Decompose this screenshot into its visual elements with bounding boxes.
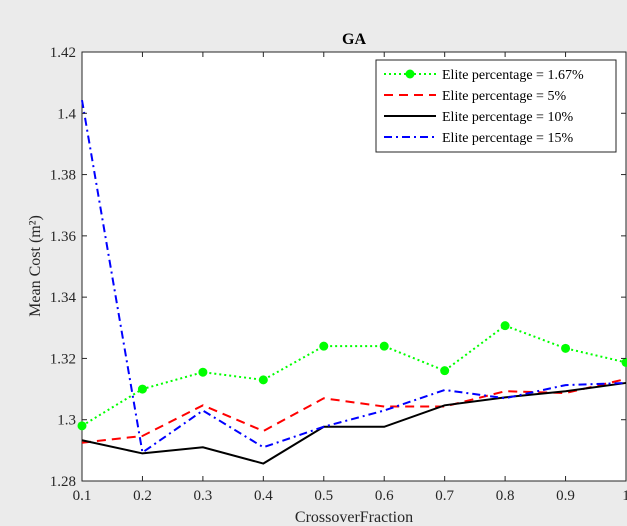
legend-label: Elite percentage = 1.67% (442, 68, 584, 83)
series-line-4 (81, 99, 627, 455)
x-tick-label: 0.7 (435, 488, 454, 504)
series-line-2 (81, 377, 627, 444)
series-point (137, 384, 147, 394)
y-tick-label: 1.32 (50, 351, 76, 367)
series-point (258, 375, 268, 385)
x-tick-label: 0.4 (254, 488, 273, 504)
y-axis-title: Mean Cost (m²) (27, 215, 44, 317)
x-tick-label: 0.2 (133, 488, 152, 504)
series-point (379, 341, 389, 351)
series-line-3 (81, 381, 627, 465)
y-tick-label: 1.36 (50, 229, 77, 245)
series-point (440, 366, 450, 376)
x-axis-title: CrossoverFraction (295, 509, 413, 526)
series-point (561, 343, 571, 353)
y-tick-label: 1.34 (50, 290, 77, 306)
x-tick-label: 0.6 (375, 488, 394, 504)
x-tick-label: 0.1 (73, 488, 92, 504)
x-tick-label: 0.3 (194, 488, 213, 504)
series-point (500, 321, 510, 331)
legend-label: Elite percentage = 5% (442, 89, 566, 104)
series-point (77, 421, 87, 431)
series-point (621, 357, 627, 367)
legend-label: Elite percentage = 15% (442, 131, 573, 146)
y-tick-label: 1.3 (57, 413, 76, 429)
y-tick-label: 1.28 (50, 474, 76, 490)
legend-marker (405, 69, 415, 79)
series-point (198, 367, 208, 377)
series-line-1 (81, 324, 627, 427)
series-point (319, 341, 329, 351)
x-tick-label: 1 (622, 488, 627, 504)
x-tick-label: 0.8 (496, 488, 515, 504)
chart-title: GA (342, 31, 366, 48)
y-tick-label: 1.38 (50, 168, 76, 184)
legend-label: Elite percentage = 10% (442, 110, 573, 125)
y-tick-label: 1.42 (50, 45, 76, 61)
y-tick-label: 1.4 (57, 106, 76, 122)
x-tick-label: 0.5 (314, 488, 333, 504)
x-tick-label: 0.9 (556, 488, 575, 504)
